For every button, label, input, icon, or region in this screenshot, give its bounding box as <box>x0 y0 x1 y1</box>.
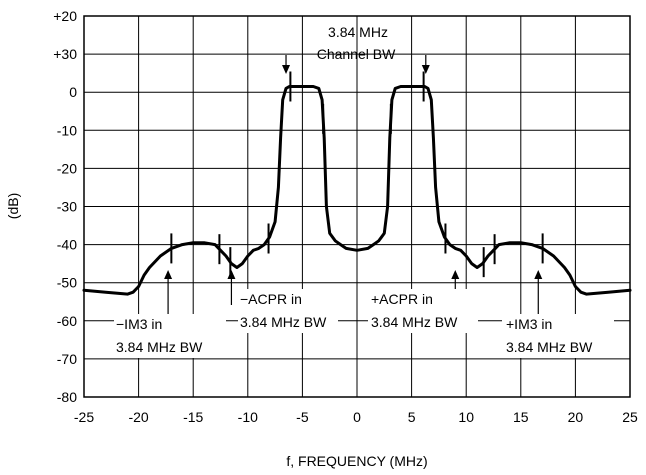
upper-acpr-bg <box>368 289 478 333</box>
x-tick-label: -5 <box>296 409 309 425</box>
lower-acpr-line1: −ACPR in <box>240 291 302 307</box>
annotation-arrows <box>164 55 543 318</box>
x-axis-label: f, FREQUENCY (MHz) <box>286 453 427 469</box>
y-tick-label: -50 <box>57 275 77 291</box>
annotation-upper-im3: +IM3 in 3.84 MHz BW <box>502 314 614 358</box>
y-tick-label: 0 <box>69 84 77 100</box>
annotation-lower-acpr: −ACPR in 3.84 MHz BW <box>238 289 338 333</box>
lower-acpr-arrow-head <box>227 270 236 279</box>
upper-acpr-line2: 3.84 MHz BW <box>371 314 458 330</box>
y-tick-label: -10 <box>57 122 77 138</box>
y-tick-label: -80 <box>57 389 77 405</box>
lower-im3-line1: −IM3 in <box>116 316 162 332</box>
y-tick-label: +20 <box>53 8 77 24</box>
tick-labels: -25 -20 -15 -10 -5 0 5 10 15 20 25+20+300-10-20-30… <box>53 8 638 425</box>
x-tick-label: 20 <box>568 409 584 425</box>
x-tick-label: -25 <box>74 409 94 425</box>
upper-im3-bg <box>502 314 614 358</box>
x-tick-label: 10 <box>458 409 474 425</box>
annotation-upper-acpr: +ACPR in 3.84 MHz BW <box>368 289 478 333</box>
spectrum-trace <box>82 85 632 296</box>
x-tick-label: -15 <box>183 409 203 425</box>
y-tick-label: -60 <box>57 313 77 329</box>
channel-arrow-left-head <box>282 65 291 74</box>
annotation-lower-im3: −IM3 in 3.84 MHz BW <box>114 314 226 358</box>
channel-arrow-right-head <box>421 65 430 74</box>
channel-bw-line1: 3.84 MHz <box>328 24 388 40</box>
upper-acpr-arrow-head <box>451 270 460 279</box>
lower-im3-line2: 3.84 MHz BW <box>116 339 203 355</box>
x-tick-label: -20 <box>128 409 148 425</box>
upper-im3-line1: +IM3 in <box>506 316 552 332</box>
upper-im3-line2: 3.84 MHz BW <box>506 339 593 355</box>
y-tick-label: +30 <box>53 46 77 62</box>
upper-acpr-line1: +ACPR in <box>371 291 433 307</box>
channel-bw-line2: Channel BW <box>317 46 396 62</box>
lower-im3-bg <box>114 314 226 358</box>
y-tick-label: -30 <box>57 199 77 215</box>
x-tick-label: -10 <box>238 409 258 425</box>
x-tick-label: 15 <box>513 409 529 425</box>
series <box>82 85 632 296</box>
lower-acpr-bg <box>238 289 338 333</box>
x-tick-label: 25 <box>622 409 638 425</box>
x-tick-label: 5 <box>408 409 416 425</box>
annotation-channel-bw: 3.84 MHz Channel BW <box>317 24 396 62</box>
x-tick-label: 0 <box>353 409 361 425</box>
y-tick-label: -20 <box>57 160 77 176</box>
lower-acpr-line2: 3.84 MHz BW <box>240 314 327 330</box>
y-tick-label: -40 <box>57 237 77 253</box>
lower-im3-arrow-head <box>164 270 173 279</box>
plot-frame <box>83 15 631 398</box>
upper-im3-arrow-head <box>534 270 543 279</box>
y-axis-label: (dB) <box>5 193 21 219</box>
y-tick-label: -70 <box>57 351 77 367</box>
